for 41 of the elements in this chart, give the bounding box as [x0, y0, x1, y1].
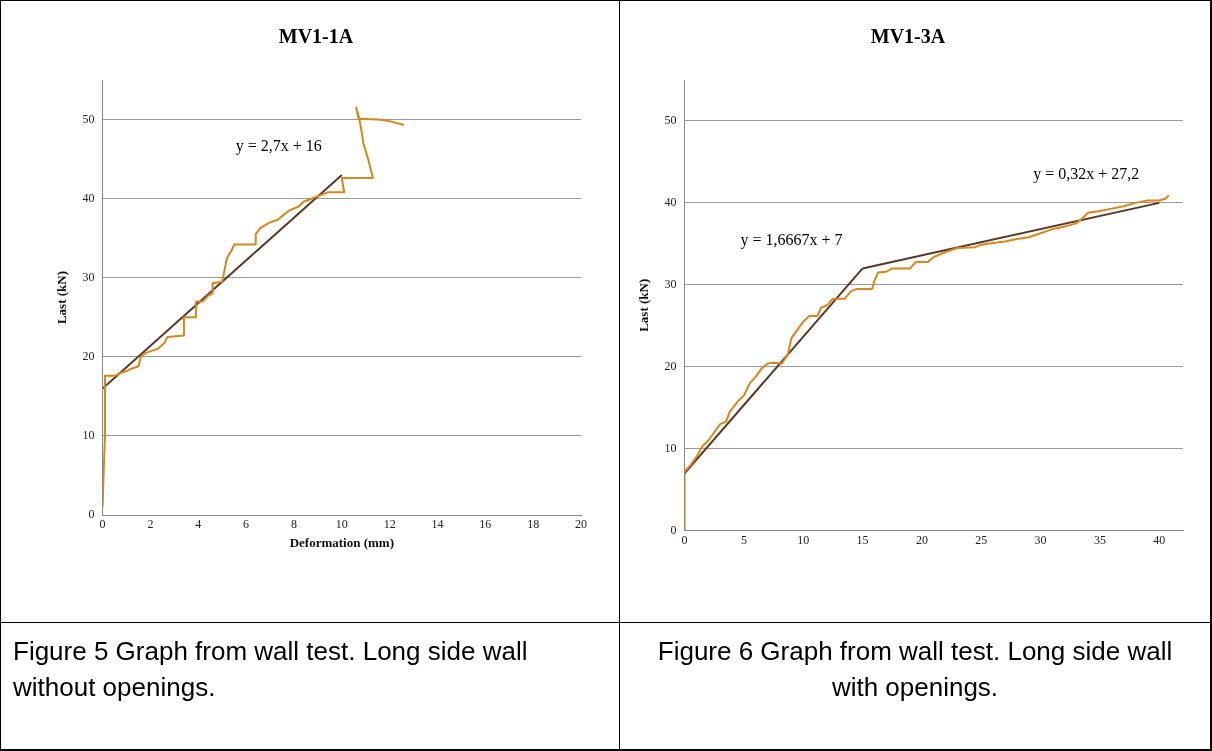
chart-title: MV1-1A	[278, 25, 354, 48]
y-axis-title: Last (kN)	[54, 270, 70, 325]
y-tick-label: 10	[664, 440, 677, 455]
x-tick-label: 18	[527, 517, 540, 532]
y-tick-label: 10	[82, 428, 95, 443]
caption: Figure 5 Graph from wall test. Long side wall without openings.	[13, 635, 529, 704]
x-tick-label: 40	[1153, 532, 1166, 547]
y-tick-label: 0	[88, 507, 95, 522]
annotation: y = 2,7x + 16	[235, 137, 322, 156]
annotation: y = 1,6667x + 7	[740, 230, 843, 249]
x-tick-label: 0	[99, 517, 106, 532]
x-tick-label: 20	[915, 532, 928, 547]
x-tick-label: 10	[797, 532, 810, 547]
x-tick-label: 6	[243, 517, 250, 532]
annotation: y = 0,32x + 27,2	[1033, 165, 1140, 184]
y-tick-label: 50	[82, 111, 95, 126]
caption: Figure 6 Graph from wall test. Long side wall with openings.	[656, 635, 1174, 704]
y-tick-label: 30	[82, 269, 95, 284]
x-axis-title: Deformation (mm)	[289, 534, 394, 550]
x-tick-label: 2	[147, 517, 154, 532]
x-tick-label: 10	[335, 517, 348, 532]
chart-title: MV1-3A	[870, 25, 946, 48]
x-tick-label: 0	[681, 532, 688, 547]
y-tick-label: 20	[664, 358, 677, 373]
x-tick-label: 30	[1034, 532, 1047, 547]
y-tick-label: 50	[664, 113, 677, 128]
x-tick-label: 25	[975, 532, 988, 547]
x-tick-label: 15	[856, 532, 869, 547]
y-tick-label: 40	[664, 195, 677, 210]
x-tick-label: 5	[740, 532, 747, 547]
x-tick-label: 12	[383, 517, 396, 532]
x-tick-label: 4	[195, 517, 202, 532]
y-axis-title: Last (kN)	[636, 278, 652, 332]
x-tick-label: 14	[431, 517, 444, 532]
x-tick-label: 16	[479, 517, 492, 532]
y-tick-label: 40	[82, 190, 95, 205]
y-tick-label: 20	[82, 348, 95, 363]
x-tick-label: 8	[290, 517, 297, 532]
y-tick-label: 30	[664, 276, 677, 291]
x-tick-label: 35	[1093, 532, 1106, 547]
x-tick-label: 20	[575, 517, 587, 532]
